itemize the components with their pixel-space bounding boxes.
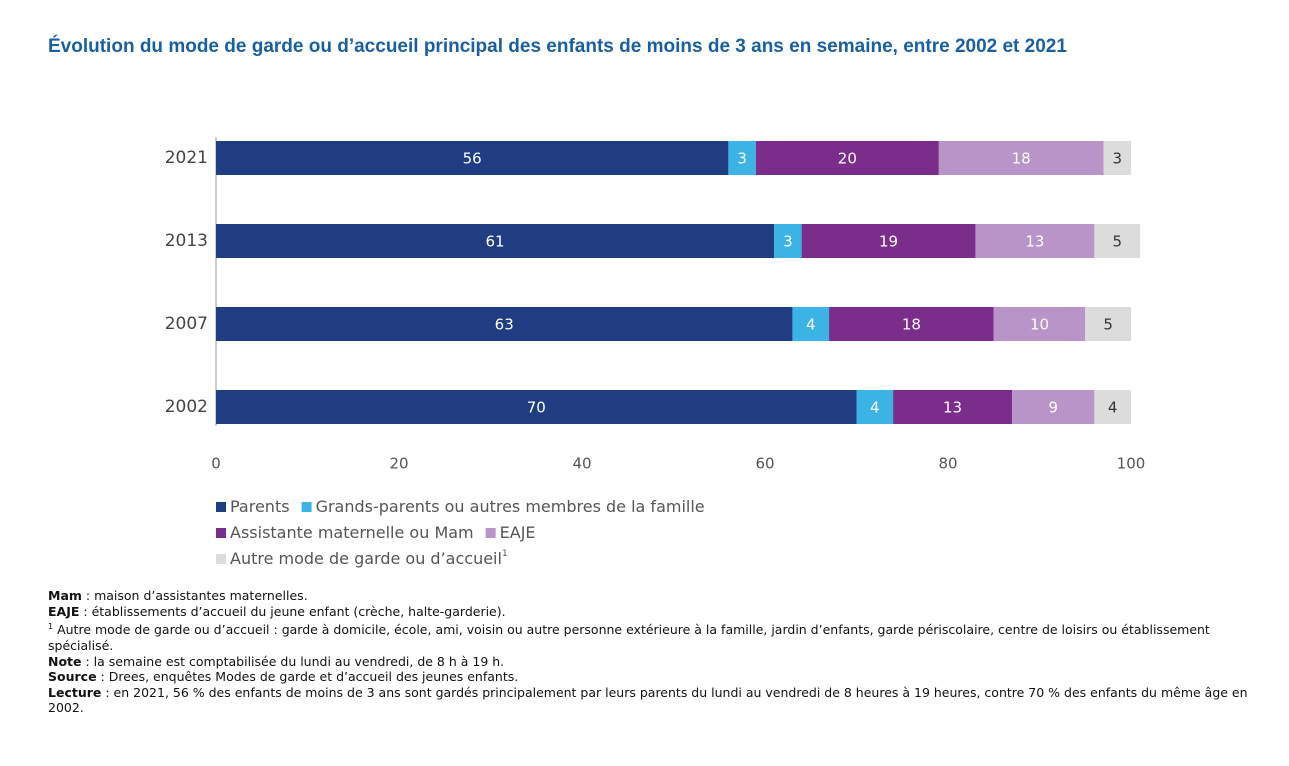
legend-name: EAJE: [500, 523, 536, 542]
bar-segment: [801, 224, 976, 258]
data-label: 61: [486, 233, 505, 251]
legend-swatch: [301, 502, 312, 512]
note-text: : maison d’assistantes maternelles.: [85, 588, 308, 603]
note-term: Lecture: [48, 684, 102, 700]
bar-segment: [856, 390, 894, 424]
legend-swatch: [485, 528, 496, 538]
note: EAJE : établissements d’accueil du jeune…: [48, 604, 1278, 620]
bar-segment: [893, 390, 1013, 424]
bar-segment: [829, 307, 994, 341]
bar-segment: [216, 390, 857, 424]
data-label: 19: [879, 233, 898, 251]
data-label: 18: [902, 316, 921, 334]
x-tick-label: 80: [938, 455, 957, 473]
bar-segment: [1094, 224, 1141, 258]
data-label: 4: [806, 316, 816, 334]
note: Mam : maison d’assistantes maternelles.: [48, 588, 1278, 604]
legend-label: EAJE: [500, 523, 536, 542]
data-label: 18: [1012, 150, 1031, 168]
note-text: : la semaine est comptabilisée du lundi …: [85, 653, 505, 669]
note: 1 Autre mode de garde ou d’accueil : gar…: [48, 619, 1278, 653]
bar-segment: [993, 307, 1086, 341]
data-label: 5: [1113, 233, 1123, 251]
data-label: 4: [1108, 399, 1118, 417]
data-label: 3: [737, 150, 747, 168]
x-tick-label: 100: [1117, 455, 1146, 473]
bar-segment: [1012, 390, 1095, 424]
x-tick-label: 0: [211, 455, 221, 473]
data-label: 13: [1025, 233, 1044, 251]
bar-segment: [938, 141, 1104, 175]
legend-label: Assistante maternelle ou Mam: [230, 523, 474, 542]
x-tick-label: 20: [389, 455, 408, 473]
legend-label: Parents: [230, 497, 290, 516]
data-label: 56: [463, 150, 482, 168]
legend-name: Autre mode de garde ou d’accueil: [230, 549, 502, 568]
note-marker: 1: [48, 622, 54, 632]
note-term: EAJE: [48, 603, 80, 619]
x-tick-label: 60: [755, 455, 774, 473]
bar-segment: [755, 141, 939, 175]
data-label: 63: [495, 316, 514, 334]
legend-label: Autre mode de garde ou d’accueil1: [230, 549, 508, 568]
note-text: : établissements d’accueil du jeune enfa…: [83, 603, 506, 619]
data-label: 13: [943, 399, 962, 417]
data-label: 5: [1103, 316, 1113, 334]
chart-title: Évolution du mode de garde ou d’accueil …: [48, 36, 1067, 57]
bar-segment: [1094, 390, 1131, 424]
y-tick-label: 2013: [165, 231, 208, 251]
legend-swatch: [216, 502, 226, 512]
note-term: Source: [48, 669, 97, 685]
data-label: 3: [783, 233, 793, 251]
y-tick-label: 2021: [165, 148, 208, 168]
bar-segment: [216, 141, 729, 175]
bar-segment: [216, 307, 793, 341]
bar-segment: [975, 224, 1095, 258]
bar-segment: [774, 224, 802, 258]
x-tick-label: 40: [572, 455, 591, 473]
data-label: 70: [527, 399, 546, 417]
data-label: 20: [838, 150, 857, 168]
legend-footnote: 1: [502, 549, 508, 559]
legend-name: Assistante maternelle ou Mam: [230, 523, 474, 542]
bar-segment: [728, 141, 756, 175]
bar-segment: [216, 224, 775, 258]
note-text: Autre mode de garde ou d’accueil : garde…: [48, 622, 1210, 653]
note: Note : la semaine est comptabilisée du l…: [48, 654, 1278, 670]
bar-segment: [792, 307, 830, 341]
data-label: 4: [870, 399, 880, 417]
legend-swatch: [216, 554, 226, 564]
note-term: Mam: [48, 588, 82, 603]
note: Source : Drees, enquêtes Modes de garde …: [48, 669, 1278, 685]
y-tick-label: 2002: [165, 397, 208, 417]
legend-label: Grands-parents ou autres membres de la f…: [316, 497, 705, 516]
notes: Mam : maison d’assistantes maternelles. E…: [48, 588, 1278, 716]
note: Lecture : en 2021, 56 % des enfants de m…: [48, 685, 1278, 716]
bar-segment: [1103, 141, 1131, 175]
note-text: : Drees, enquêtes Modes de garde et d’ac…: [100, 669, 519, 685]
data-label: 10: [1030, 316, 1049, 334]
legend-swatch: [216, 528, 226, 538]
legend-name: Grands-parents ou autres membres de la f…: [316, 497, 705, 516]
y-tick-label: 2007: [165, 314, 208, 334]
bar-segment: [1085, 307, 1131, 341]
legend-name: Parents: [230, 497, 290, 516]
note-text: : en 2021, 56 % des enfants de moins de …: [48, 684, 1248, 716]
data-label: 3: [1113, 150, 1123, 168]
data-label: 9: [1048, 399, 1058, 417]
note-term: Note: [48, 653, 82, 669]
